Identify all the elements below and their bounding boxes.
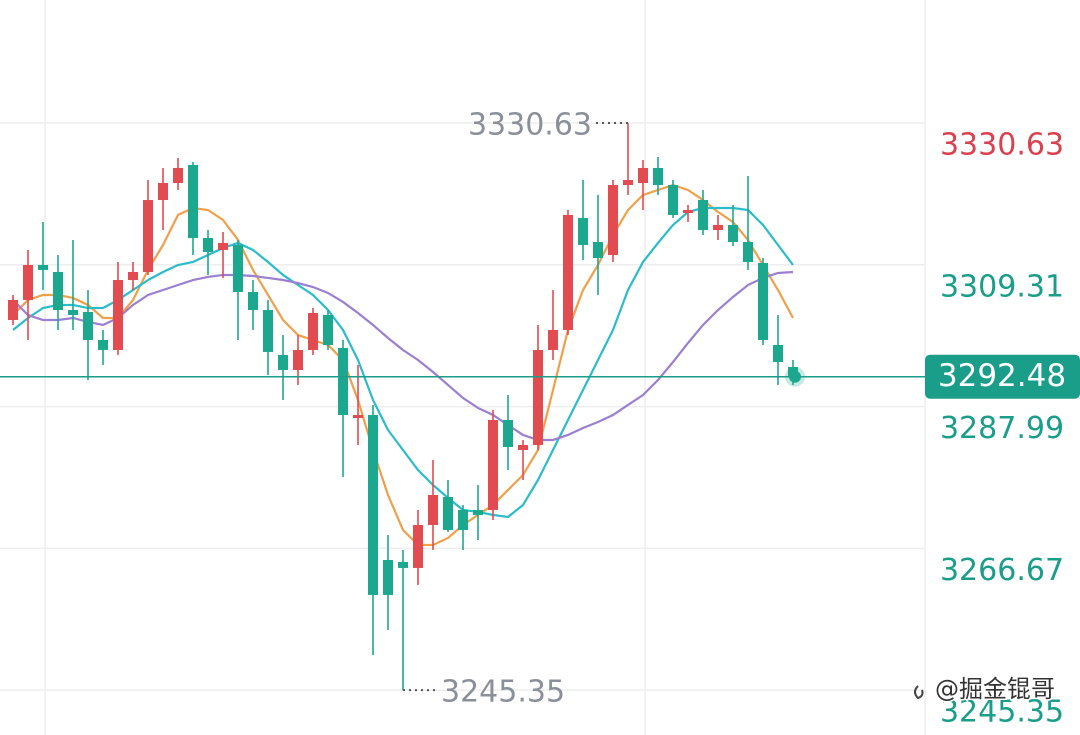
candle-body [503,420,513,447]
moving-average-line [12,183,794,547]
last-price-label: 3292.48 [938,358,1066,394]
candle-body [623,180,633,185]
candle-body [83,312,93,341]
candle-body [653,167,663,185]
moving-average-line [12,270,794,442]
candle-body [773,344,783,363]
candle-body [248,291,258,311]
candle-body [578,217,588,245]
candle-body [518,445,528,450]
candle-body [188,164,198,238]
watermark: @掘金锟哥 [914,674,1057,705]
candle-body [713,224,723,231]
y-tick-label: 3309.31 [940,269,1064,304]
candle-body [683,210,693,213]
watermark-icon [914,685,924,700]
last-price-badge [925,354,1080,399]
y-tick-label: 3287.99 [940,411,1064,446]
high-label: 3330.63 [468,108,592,143]
candle-body [383,559,393,595]
candle-body [113,280,123,350]
candle-body [143,200,153,272]
candle-body [728,224,738,242]
candle-body [593,241,603,259]
candle-body [413,525,423,568]
candle-body [128,271,138,281]
candle-body [743,241,753,263]
candle-body [473,509,483,515]
candle-body [8,299,18,320]
candle-body [338,347,348,416]
candle-body [38,264,48,270]
candle-body [278,354,288,370]
candle-body [563,214,573,330]
candle-body [428,495,438,525]
candle-body [758,262,768,341]
grid: 3330.63 3309.31 3287.99 3266.67 3245.35 [0,122,1064,730]
candle-body [353,415,363,419]
annotations: 3330.63 3245.35 3292.48 [0,108,1080,710]
y-tick-label: 3245.35 [940,695,1064,730]
candle-body [293,349,303,370]
candle-body [668,184,678,215]
candle-body [218,242,228,250]
watermark-text: @掘金锟哥 [935,675,1055,703]
candle-body [308,313,318,350]
candle-body [173,167,183,184]
candle-body [533,349,543,446]
candle-body [638,167,648,184]
moving-averages [12,183,794,547]
candle-body [488,420,498,510]
candle-body [443,497,453,530]
candle-body [548,329,558,350]
candle-body [398,561,408,568]
candle-body [98,340,108,350]
candle-body [368,415,378,595]
candle-body [68,310,78,315]
y-tick-label: 3266.67 [940,553,1064,588]
y-tick-label: 3330.63 [940,128,1064,163]
low-label: 3245.35 [441,675,565,710]
candle-body [53,271,63,311]
candle-body [458,509,468,530]
last-price-dot [789,370,801,383]
candle-body [263,310,273,352]
candles [8,123,798,691]
candle-body [203,237,213,252]
candle-body [233,244,243,292]
candle-body [323,315,333,345]
candle-body [698,200,708,231]
candle-body [608,184,618,256]
candle-body [158,183,168,201]
candle-body [23,264,33,300]
moving-average-line [12,206,794,519]
